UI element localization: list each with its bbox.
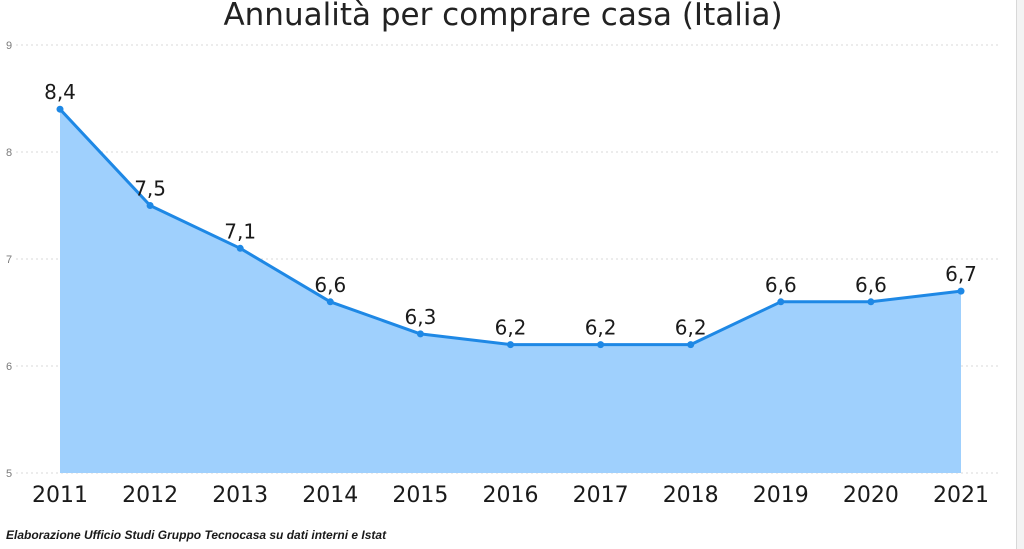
x-tick-label: 2019 xyxy=(753,483,809,508)
x-tick-label: 2017 xyxy=(573,483,629,508)
data-label: 6,2 xyxy=(495,316,527,340)
data-point xyxy=(687,341,695,349)
data-label: 7,5 xyxy=(134,177,166,201)
data-label: 7,1 xyxy=(224,219,256,243)
chart-title: Annualità per comprare casa (Italia) xyxy=(223,0,782,33)
data-point xyxy=(597,341,605,349)
data-label: 6,7 xyxy=(945,262,977,286)
y-axis-ticks: 5 6 7 8 9 xyxy=(6,40,12,480)
y-tick-label: 9 xyxy=(6,40,12,52)
data-point xyxy=(236,244,244,252)
x-tick-label: 2016 xyxy=(483,483,539,508)
data-labels: 8,4 7,5 7,1 6,6 6,3 6,2 6,2 6,2 6,6 6,6 6,7 xyxy=(44,80,977,339)
data-point xyxy=(146,202,154,209)
x-tick-label: 2014 xyxy=(302,483,358,508)
window-edge xyxy=(1016,0,1024,549)
y-tick-label: 5 xyxy=(6,468,12,480)
area-fill xyxy=(60,109,961,473)
source-note: Elaborazione Ufficio Studi Gruppo Tecnoc… xyxy=(6,528,387,542)
data-label: 6,6 xyxy=(855,273,887,297)
data-label: 6,3 xyxy=(404,305,436,329)
y-tick-label: 8 xyxy=(6,147,12,159)
data-label: 8,4 xyxy=(44,80,76,104)
x-tick-label: 2012 xyxy=(122,483,178,508)
x-tick-label: 2011 xyxy=(32,483,88,508)
x-tick-label: 2015 xyxy=(392,483,448,508)
data-label: 6,6 xyxy=(765,273,797,297)
x-tick-label: 2018 xyxy=(663,483,719,508)
data-point xyxy=(56,105,64,113)
data-point xyxy=(416,330,424,338)
data-point xyxy=(507,341,514,349)
data-point xyxy=(777,298,785,306)
data-points xyxy=(56,105,965,349)
area-shape xyxy=(60,109,961,473)
data-label: 6,2 xyxy=(585,316,617,340)
data-point xyxy=(867,298,875,306)
x-tick-label: 2013 xyxy=(212,483,268,508)
x-tick-label: 2020 xyxy=(843,483,899,508)
data-point xyxy=(326,298,334,306)
y-tick-label: 7 xyxy=(6,254,12,266)
data-label: 6,6 xyxy=(314,273,346,297)
x-axis-ticks: 2011 2012 2013 2014 2015 2016 2017 2018 2019 2020… xyxy=(32,483,989,508)
data-label: 6,2 xyxy=(675,316,707,340)
y-tick-label: 6 xyxy=(6,361,12,373)
x-tick-label: 2021 xyxy=(933,483,989,508)
data-point xyxy=(957,287,965,295)
